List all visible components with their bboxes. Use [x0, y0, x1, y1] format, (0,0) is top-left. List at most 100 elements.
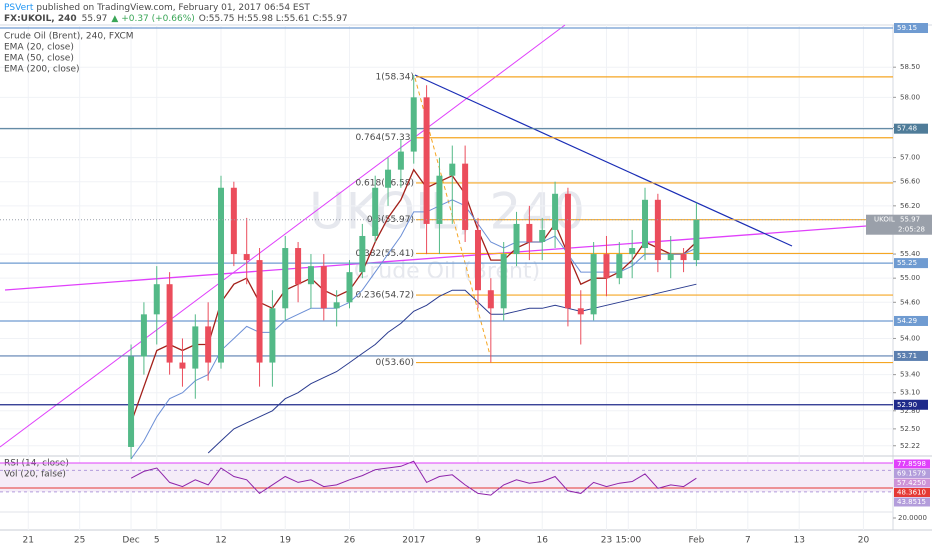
legend-entry: EMA (20, close)	[4, 43, 74, 53]
volume-label: Vol (20, false)	[4, 470, 66, 480]
x-tick-label: 2017	[402, 536, 425, 546]
candle-body	[616, 254, 623, 279]
price-tag	[894, 315, 928, 326]
ohlc: O:55.75 H:55.98 L:55.61 C:55.97	[199, 14, 348, 24]
candle-body	[128, 356, 135, 447]
last-price-tag	[866, 214, 932, 235]
candle-body	[359, 235, 366, 273]
x-tick-label: 5	[154, 536, 160, 546]
change: ▲ +0.37 (+0.66%)	[111, 14, 194, 24]
candle-body	[140, 314, 147, 357]
candle-body	[269, 308, 276, 363]
y-tick-label: 55.40	[900, 250, 920, 258]
rsi-tag-label: 69.1579	[897, 470, 926, 478]
price-tag	[894, 258, 928, 269]
rsi-tag-label: 77.8598	[897, 460, 926, 468]
y-tick-label: 53.10	[900, 389, 920, 397]
y-tick-label: 52.80	[900, 407, 920, 415]
symbol: FX:UKOIL, 240	[4, 14, 77, 24]
rsi-tag-label: 48.3610	[897, 489, 926, 497]
price-tag-label: 54.29	[897, 317, 917, 325]
trend-line[interactable]	[0, 24, 566, 448]
candle-body	[166, 284, 173, 363]
price-tag-label: 53.71	[897, 352, 917, 360]
y-tick-label: 58.50	[900, 63, 920, 71]
price-tag-label: 59.15	[897, 24, 917, 32]
rsi-line	[130, 460, 697, 496]
candle-body	[667, 254, 674, 261]
published: published on TradingView.com, February 0…	[36, 3, 310, 13]
x-tick-label: 12	[215, 536, 226, 546]
trend-line[interactable]	[4, 223, 894, 291]
volume-tick-label: 20.0000	[898, 514, 927, 522]
symbol-line: FX:UKOIL, 240 55.97 ▲ +0.37 (+0.66%) O:55.7…	[4, 14, 348, 24]
candle-body	[397, 151, 404, 170]
x-tick-label: 16	[536, 536, 548, 546]
price-tag	[894, 399, 928, 410]
candle-body	[500, 254, 507, 309]
candle-body	[577, 308, 584, 315]
candle-body	[654, 199, 661, 261]
candle-body	[295, 248, 302, 285]
y-tick-label: 52.22	[900, 442, 920, 450]
candle-body	[526, 223, 533, 243]
y-tick-label: 52.50	[900, 425, 920, 433]
y-tick-label: 55.00	[900, 274, 920, 282]
candle-body	[179, 362, 186, 369]
candle-body	[153, 284, 160, 315]
rsi-tag	[894, 469, 930, 478]
candle-body	[590, 254, 597, 315]
ema-line	[207, 283, 697, 454]
author[interactable]: PSVert	[4, 3, 34, 13]
rsi-tag	[894, 459, 930, 469]
candle-body	[307, 266, 314, 285]
y-tick-label: 54.00	[900, 334, 920, 342]
x-tick-label: Feb	[688, 536, 704, 546]
candle-body	[423, 97, 430, 224]
price-tag-label: 55.25	[897, 259, 917, 267]
fib-label: 0.618(56.58)	[355, 178, 414, 188]
price-tag	[894, 123, 928, 134]
candle-body	[513, 223, 520, 255]
candle-body	[552, 193, 559, 230]
x-tick-label: 19	[280, 536, 292, 546]
y-tick-label: 53.40	[900, 371, 920, 379]
fib-label: 0(53.60)	[375, 358, 414, 368]
price-tag-label: 52.90	[897, 401, 917, 409]
rsi-tag	[894, 488, 930, 497]
price-tag	[894, 350, 928, 361]
candle-body	[603, 254, 610, 279]
x-tick-label: Dec	[122, 536, 139, 546]
x-tick-label: 21	[23, 536, 34, 546]
candle-body	[320, 266, 327, 309]
x-tick-label: 9	[475, 536, 481, 546]
rsi-tag	[894, 497, 930, 507]
ema-line	[130, 199, 697, 460]
candle-body	[205, 326, 212, 363]
candle-body	[333, 302, 340, 309]
rsi-tag-label: 57.4250	[897, 479, 926, 487]
rsi-tag-label: 43.8515	[897, 498, 926, 506]
y-tick-label: 54.60	[900, 298, 920, 306]
x-tick-label: 20	[858, 536, 870, 546]
candle-body	[256, 260, 263, 363]
last-price-symbol: UKOIL	[874, 216, 895, 224]
candle-body	[462, 163, 469, 230]
candle-body	[410, 97, 417, 152]
candle-body	[372, 187, 379, 236]
x-tick-label: 15:00	[615, 536, 641, 546]
x-tick-label: 13	[793, 536, 804, 546]
legend-entry: EMA (50, close)	[4, 54, 74, 64]
candle-body	[192, 326, 199, 369]
x-tick-label: 26	[344, 536, 356, 546]
y-tick-label: 56.60	[900, 178, 920, 186]
fib-label: 0.764(57.33)	[355, 133, 414, 143]
trend-line[interactable]	[414, 74, 793, 247]
rsi-tag	[894, 478, 930, 488]
candle-body	[680, 254, 687, 261]
y-tick-label: 57.00	[900, 154, 920, 162]
y-tick-label: 58.00	[900, 93, 920, 101]
x-tick-label: 25	[74, 536, 85, 546]
